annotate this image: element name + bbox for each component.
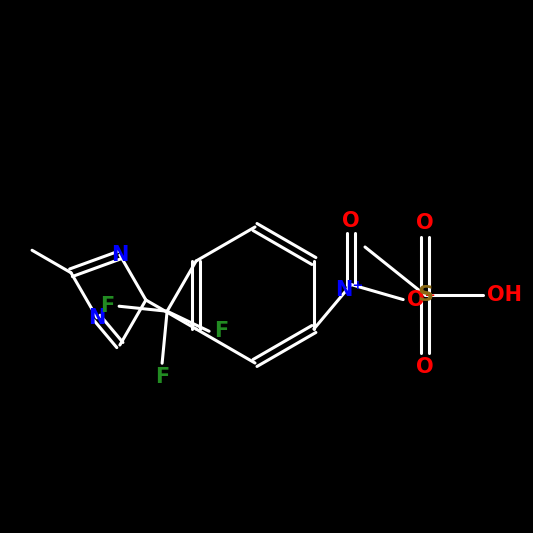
Text: O: O	[416, 357, 434, 377]
Text: S: S	[417, 285, 433, 305]
Text: O: O	[416, 213, 434, 233]
Text: N: N	[111, 245, 128, 265]
Text: N⁺: N⁺	[335, 280, 364, 300]
Text: O⁻: O⁻	[407, 289, 435, 310]
Text: F: F	[155, 367, 169, 387]
Text: F: F	[214, 321, 228, 341]
Text: OH: OH	[488, 285, 522, 305]
Text: F: F	[100, 296, 114, 316]
Text: O: O	[342, 211, 360, 231]
Text: N: N	[88, 308, 106, 328]
